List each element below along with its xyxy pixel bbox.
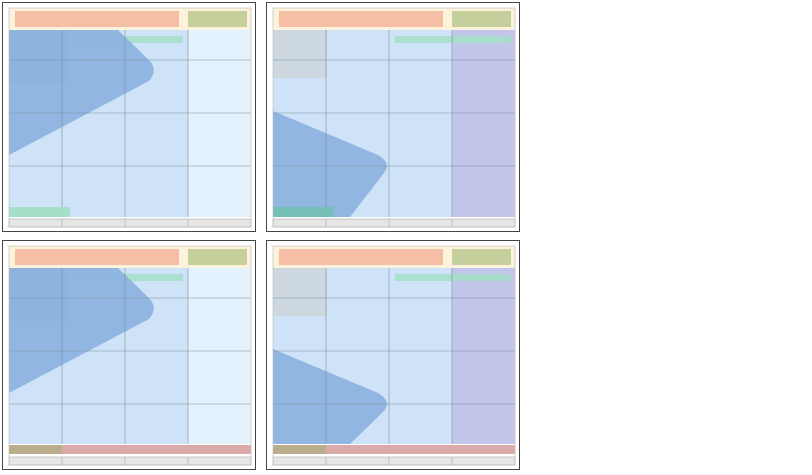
arrow-shape: [273, 111, 387, 217]
right-column: [188, 30, 251, 217]
header-bar-left: [279, 249, 443, 265]
diagram-panel-bottom-right: [266, 240, 520, 470]
bottom-teal-bar: [273, 207, 334, 217]
bottom-olive-bar: [273, 445, 326, 454]
right-column: [452, 268, 515, 444]
right-column: [452, 30, 515, 217]
right-column: [188, 268, 251, 444]
bottom-pink-bar: [273, 445, 515, 454]
inner-frame: [8, 7, 252, 228]
header-bar-right: [188, 249, 247, 265]
footer-band: [272, 218, 516, 228]
diagram-panel-top-right: [266, 2, 520, 232]
top-green-bar: [395, 274, 511, 281]
panel-canvas: [8, 245, 252, 466]
header-bar-left: [15, 11, 179, 27]
top-green-bar: [395, 36, 511, 43]
top-left-block: [273, 268, 327, 316]
top-left-block: [273, 30, 327, 78]
header-bar-left: [15, 249, 179, 265]
footer-band: [272, 456, 516, 466]
inner-frame: [272, 245, 516, 466]
diagram-panel-bottom-left: [2, 240, 256, 470]
bottom-olive-bar: [9, 445, 62, 454]
header-bar-right: [452, 11, 511, 27]
inner-frame: [272, 7, 516, 228]
bottom-pink-bar: [9, 445, 251, 454]
inner-frame: [8, 245, 252, 466]
footer-band: [8, 218, 252, 228]
diagram-panel-top-left: [2, 2, 256, 232]
footer-band: [8, 456, 252, 466]
arrow-shape: [273, 349, 387, 444]
panel-canvas: [272, 7, 516, 228]
panel-canvas: [272, 245, 516, 466]
arrow-shape: [9, 268, 154, 393]
header-bar-right: [452, 249, 511, 265]
header-bar-left: [279, 11, 443, 27]
arrow-shape: [9, 30, 154, 155]
panel-canvas: [8, 7, 252, 228]
bottom-green-bar: [9, 207, 70, 217]
header-bar-right: [188, 11, 247, 27]
